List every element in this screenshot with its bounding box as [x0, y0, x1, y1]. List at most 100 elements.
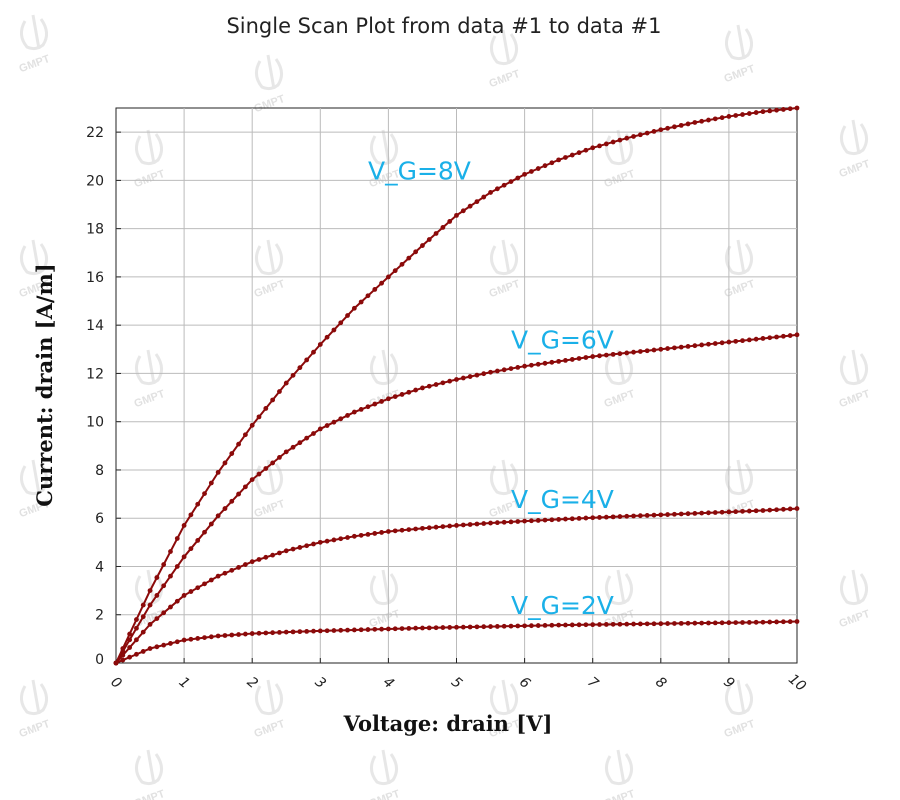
data-point — [692, 343, 698, 349]
data-point — [753, 110, 759, 115]
data-point — [610, 514, 616, 520]
data-point — [297, 629, 303, 635]
data-point — [454, 523, 459, 528]
data-point — [236, 491, 241, 497]
data-point — [365, 531, 371, 537]
data-point — [529, 362, 534, 368]
data-point — [501, 182, 507, 188]
data-point — [774, 334, 779, 340]
data-point — [413, 387, 419, 393]
data-point — [672, 621, 677, 626]
data-point — [338, 536, 344, 542]
data-point — [569, 152, 575, 158]
data-point — [529, 518, 534, 524]
data-point — [290, 546, 296, 552]
data-point — [563, 516, 568, 522]
data-point — [372, 626, 378, 632]
data-point — [678, 511, 684, 517]
data-point — [460, 624, 466, 630]
data-point — [345, 535, 350, 540]
data-point — [549, 517, 555, 523]
data-point — [556, 157, 562, 163]
data-point — [719, 340, 725, 346]
series-annotation: V_G=4V — [511, 485, 614, 514]
data-point — [202, 491, 207, 497]
data-point — [324, 538, 330, 544]
data-point — [576, 622, 582, 628]
data-point — [542, 623, 548, 628]
data-point — [481, 521, 487, 526]
data-point — [134, 625, 139, 631]
watermark-text: GMPT — [133, 168, 167, 190]
watermark-text: GMPT — [253, 278, 287, 300]
data-point — [597, 622, 602, 627]
data-point — [767, 619, 773, 625]
data-point — [651, 129, 657, 134]
data-point — [433, 231, 439, 236]
data-point — [535, 361, 541, 367]
y-tick-label: 4 — [95, 559, 104, 575]
watermark-text: GMPT — [723, 63, 757, 85]
data-point — [535, 623, 541, 628]
data-point — [556, 358, 562, 364]
series-3 — [113, 332, 800, 666]
data-point — [229, 632, 235, 638]
watermark-logo: GMPT — [18, 679, 52, 740]
watermark-text: GMPT — [253, 498, 287, 520]
data-point — [345, 627, 350, 633]
data-point — [597, 353, 602, 359]
data-point — [515, 623, 521, 629]
grid — [116, 108, 797, 663]
data-point — [270, 630, 276, 636]
data-point — [168, 641, 173, 646]
watermark-text: GMPT — [838, 608, 872, 630]
data-point — [549, 160, 555, 166]
data-point — [256, 630, 262, 636]
data-point — [222, 460, 228, 466]
data-point — [535, 518, 541, 523]
watermark-text: GMPT — [838, 388, 872, 410]
data-point — [447, 219, 453, 224]
y-tick-label: 22 — [86, 125, 104, 141]
data-point — [433, 524, 439, 530]
data-point — [440, 380, 446, 386]
data-point — [154, 575, 160, 580]
data-point — [719, 115, 725, 121]
data-point — [474, 372, 480, 378]
watermark-logo: GMPT — [253, 239, 287, 300]
data-point — [140, 602, 146, 608]
data-point — [590, 622, 596, 628]
data-point — [154, 644, 160, 650]
data-point — [420, 625, 425, 631]
watermark-text: GMPT — [838, 158, 872, 180]
data-point — [522, 518, 527, 524]
data-point — [426, 525, 432, 531]
data-point — [692, 120, 698, 125]
data-point — [413, 625, 419, 631]
data-point — [386, 626, 391, 632]
data-point — [317, 539, 323, 545]
data-point — [719, 620, 725, 626]
watermark-text: GMPT — [253, 93, 287, 115]
data-point — [181, 523, 187, 528]
watermark-text: GMPT — [603, 388, 637, 410]
data-point — [563, 155, 568, 160]
data-point — [631, 349, 636, 355]
data-point — [787, 106, 793, 112]
data-point — [372, 401, 378, 407]
watermark-logo: GMPT — [603, 349, 637, 410]
data-point — [338, 627, 344, 633]
data-point — [113, 660, 119, 666]
data-point — [311, 349, 316, 355]
x-tick-label: 8 — [652, 674, 669, 692]
data-point — [413, 249, 419, 255]
data-point — [345, 413, 350, 418]
data-point — [637, 132, 643, 138]
data-point — [624, 621, 630, 627]
data-point — [372, 531, 378, 536]
data-point — [134, 617, 139, 622]
data-point — [467, 374, 473, 379]
data-point — [651, 347, 657, 353]
